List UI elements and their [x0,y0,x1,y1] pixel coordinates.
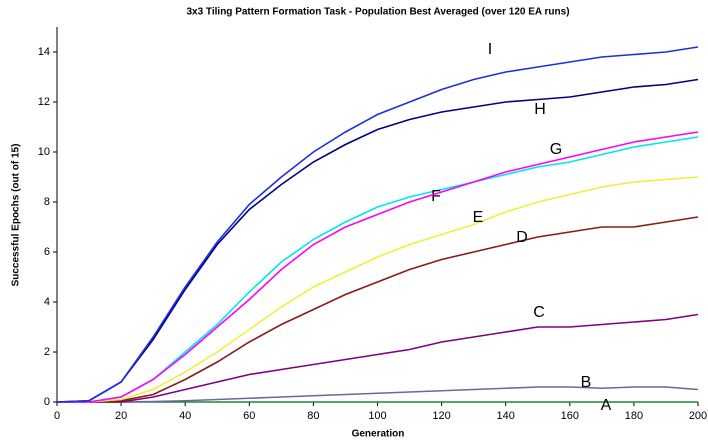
x-tick-label: 40 [179,410,191,422]
y-tick-label: 0 [44,396,50,408]
series-label: G [550,141,562,158]
series-line [57,216,699,403]
y-tick-label: 6 [44,246,50,258]
y-tick-label: 14 [38,46,50,58]
series-line [57,176,699,403]
x-tick-label: 140 [497,410,515,422]
y-axis-title: Successful Epochs (out of 15) [11,144,22,287]
x-axis-title: Generation [352,429,405,440]
series-line [57,313,699,403]
x-tick-label: 0 [54,410,60,422]
series-label: E [473,209,484,226]
series-label: A [601,397,612,414]
chart-title: 3x3 Tiling Pattern Formation Task - Popu… [186,7,569,18]
series-line [56,78,699,403]
series-label: H [534,101,546,118]
y-tick-label: 12 [38,96,50,108]
x-tick-label: 60 [243,410,255,422]
series-label: D [516,229,528,246]
x-tick-label: 180 [625,410,643,422]
series-label: B [581,374,592,391]
series-line [56,46,699,403]
y-tick-label: 10 [38,146,50,158]
x-tick-label: 120 [432,410,450,422]
y-tick-label: 4 [44,296,50,308]
series-line [57,136,699,403]
y-tick-label: 8 [44,196,50,208]
series-label: C [533,304,545,321]
y-tick-label: 2 [44,346,50,358]
x-tick-label: 100 [368,410,386,422]
series-label: I [488,41,492,58]
x-tick-label: 80 [307,410,319,422]
series-label: F [431,188,441,205]
x-tick-label: 160 [561,410,579,422]
x-tick-label: 20 [115,410,127,422]
series-line [57,131,699,403]
series-line [57,386,699,403]
x-tick-label: 200 [689,410,707,422]
